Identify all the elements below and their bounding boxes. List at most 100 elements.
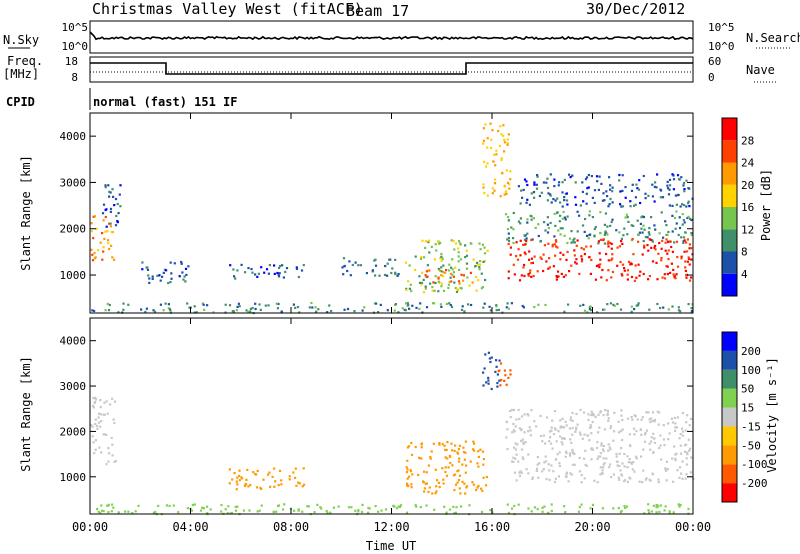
- heatmap-cell: [317, 308, 320, 311]
- heatmap-cell: [514, 448, 517, 451]
- heatmap-cell: [475, 289, 478, 292]
- heatmap-cell: [601, 466, 605, 469]
- cpid-mode: normal (fast) 151 IF: [93, 95, 238, 109]
- heatmap-cell: [643, 244, 646, 247]
- heatmap-cell: [367, 511, 370, 514]
- heatmap-cell: [650, 216, 653, 219]
- heatmap-cell: [631, 238, 634, 241]
- heatmap-cell: [628, 458, 631, 461]
- heatmap-cell: [576, 210, 579, 213]
- heatmap-cell: [596, 481, 599, 484]
- heatmap-cell: [548, 469, 551, 472]
- heatmap-cell: [675, 273, 678, 276]
- heatmap-cell: [605, 252, 608, 256]
- heatmap-cell: [159, 279, 162, 282]
- heatmap-cell: [311, 306, 314, 309]
- heatmap-cell: [526, 221, 529, 224]
- heatmap-cell: [545, 181, 548, 184]
- heatmap-cell: [515, 255, 518, 258]
- heatmap-cell: [655, 506, 658, 509]
- heatmap-cell: [685, 421, 688, 424]
- heatmap-cell: [408, 287, 411, 290]
- heatmap-cell: [177, 511, 180, 514]
- heatmap-cell: [448, 508, 452, 511]
- heatmap-cell: [592, 412, 595, 415]
- heatmap-cell: [553, 410, 557, 413]
- heatmap-cell: [605, 279, 608, 282]
- heatmap-cell: [325, 509, 328, 513]
- heatmap-cell: [630, 461, 633, 464]
- heatmap-cell: [530, 215, 533, 218]
- colorbar-segment: [722, 483, 737, 502]
- heatmap-cell: [232, 268, 235, 271]
- heatmap-cell: [394, 303, 397, 306]
- heatmap-cell: [238, 469, 241, 472]
- heatmap-cell: [265, 268, 269, 271]
- heatmap-cell: [193, 503, 196, 506]
- heatmap-cell: [557, 275, 560, 278]
- heatmap-cell: [510, 507, 514, 510]
- heatmap-cell: [537, 234, 540, 238]
- heatmap-cell: [525, 239, 528, 242]
- heatmap-cell: [432, 281, 435, 284]
- heatmap-cell: [589, 507, 592, 510]
- heatmap-cell: [249, 310, 252, 313]
- heatmap-cell: [247, 485, 250, 488]
- heatmap-cell: [601, 469, 604, 472]
- heatmap-cell: [461, 305, 464, 308]
- heatmap-cell: [589, 309, 593, 312]
- heatmap-cell: [491, 192, 494, 195]
- heatmap-cell: [483, 192, 486, 195]
- heatmap-cell: [544, 229, 547, 232]
- heatmap-cell: [510, 302, 513, 305]
- heatmap-cell: [495, 149, 498, 152]
- heatmap-cell: [380, 509, 383, 512]
- heatmap-cell: [634, 264, 637, 267]
- heatmap-cell: [620, 510, 623, 513]
- heatmap-cell: [585, 234, 589, 237]
- heatmap-cell: [666, 187, 670, 190]
- heatmap-cell: [654, 244, 657, 248]
- heatmap-cell: [569, 472, 572, 475]
- heatmap-cell: [578, 272, 581, 275]
- heatmap-cell: [559, 435, 562, 438]
- heatmap-cell: [257, 272, 260, 275]
- heatmap-cell: [425, 471, 428, 474]
- heatmap-cell: [681, 427, 684, 430]
- heatmap-cell: [374, 258, 377, 261]
- heatmap-cell: [91, 309, 94, 312]
- heatmap-cell: [662, 306, 665, 309]
- heatmap-cell: [92, 441, 95, 444]
- heatmap-cell: [489, 509, 492, 512]
- heatmap-cell: [566, 250, 569, 254]
- heatmap-cell: [251, 271, 254, 274]
- heatmap-cell: [666, 273, 669, 276]
- heatmap-cell: [555, 275, 558, 278]
- heatmap-cell: [630, 189, 634, 192]
- heatmap-cell: [672, 480, 675, 483]
- heatmap-cell: [679, 433, 682, 436]
- heatmap-cell: [673, 445, 676, 448]
- heatmap-cell: [642, 240, 645, 243]
- heatmap-cell: [648, 308, 651, 311]
- heatmap-cell: [417, 473, 420, 477]
- heatmap-cell: [619, 308, 623, 311]
- heatmap-cell: [99, 241, 102, 244]
- heatmap-cell: [575, 426, 578, 429]
- heatmap-cell: [169, 261, 172, 264]
- heatmap-cell: [661, 276, 664, 279]
- heatmap-cell: [596, 311, 599, 314]
- heatmap-cell: [674, 194, 677, 197]
- heatmap-cell: [111, 503, 114, 506]
- colorbar-segment: [722, 350, 737, 370]
- heatmap-cell: [594, 278, 597, 281]
- heatmap-cell: [272, 510, 275, 513]
- heatmap-cell: [392, 504, 395, 507]
- heatmap-cell: [667, 308, 670, 311]
- heatmap-cell: [113, 460, 116, 463]
- heatmap-cell: [490, 387, 493, 391]
- heatmap-cell: [513, 430, 516, 433]
- heatmap-cell: [508, 183, 511, 186]
- heatmap-cell: [556, 453, 559, 456]
- heatmap-cell: [520, 189, 523, 192]
